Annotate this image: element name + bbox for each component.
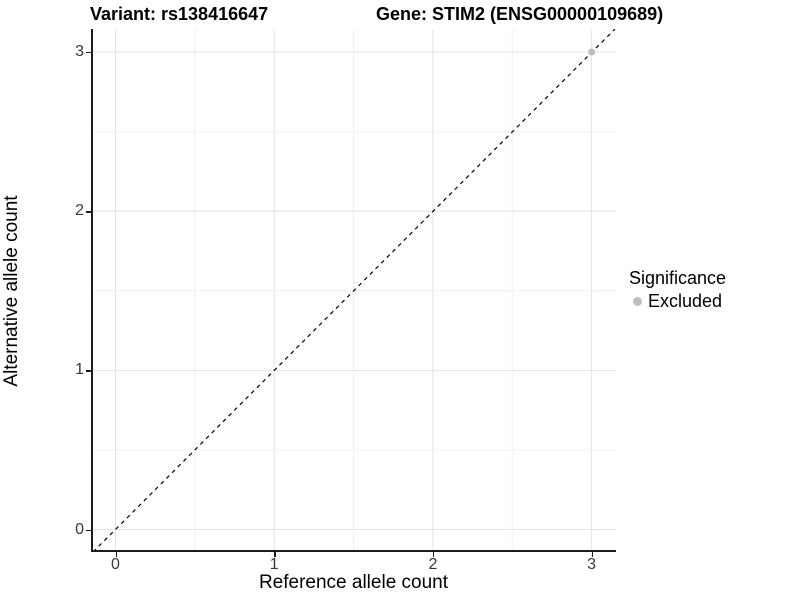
y-tick-label-2: 2 [75, 202, 84, 220]
x-tick-mark [591, 552, 594, 557]
legend-key-dot-icon [633, 296, 642, 306]
legend-items: Excluded [629, 291, 794, 311]
y-tick-label-0: 0 [75, 520, 84, 538]
x-axis-title: Reference allele count [258, 572, 449, 593]
plot-title-gene: Gene: STIM2 (ENSG00000109689) [376, 4, 664, 24]
x-tick-mark [274, 552, 276, 557]
y-tick-mark [86, 51, 91, 54]
x-tick-label-3: 3 [587, 556, 597, 573]
x-tick-mark [432, 552, 435, 557]
x-tick-label-2: 2 [428, 556, 438, 573]
identity-line [92, 29, 616, 552]
legend-item-label: Excluded [648, 291, 723, 311]
plot-title-variant: Variant: rs138416647 [90, 4, 269, 24]
y-tick-mark [86, 529, 91, 531]
x-tick-label-0: 0 [111, 556, 120, 573]
x-tick-mark [115, 552, 117, 557]
plot-panel-canvas [91, 29, 616, 552]
y-tick-label-1: 1 [75, 361, 84, 379]
plot-panel [91, 29, 616, 552]
legend-title: Significance [629, 268, 727, 288]
y-tick-mark [86, 211, 91, 213]
legend-item-excluded: Excluded [629, 291, 794, 311]
data-point-excluded [588, 48, 596, 56]
x-tick-label-1: 1 [269, 556, 279, 573]
y-tick-mark [86, 370, 91, 372]
y-tick-label-3: 3 [75, 42, 84, 60]
legend: Significance Excluded [629, 268, 794, 311]
y-axis-title: Alternative allele count [1, 195, 22, 387]
